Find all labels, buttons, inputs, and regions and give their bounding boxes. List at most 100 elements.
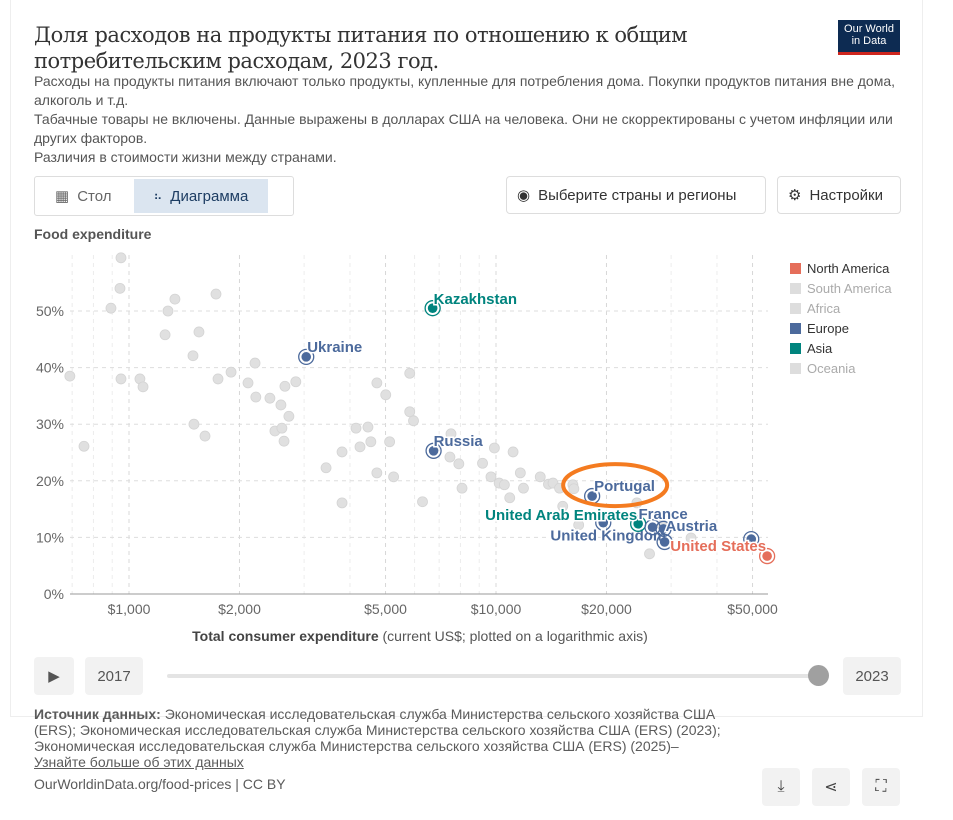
- data-point: [573, 519, 585, 531]
- data-point: [336, 446, 348, 458]
- highlighted-point-ring: [655, 520, 672, 538]
- highlighted-point: [633, 519, 643, 529]
- data-point: [514, 467, 526, 479]
- data-point: [169, 293, 181, 305]
- data-point: [350, 422, 362, 434]
- eye-icon: ◉: [517, 187, 531, 204]
- legend-item[interactable]: North America: [790, 258, 892, 278]
- data-point: [456, 482, 468, 494]
- gear-icon: ⚙: [788, 187, 802, 204]
- timeline: ▶ 2017 2023: [34, 657, 901, 695]
- data-point: [249, 357, 261, 369]
- owid-logo[interactable]: Our World in Data: [838, 20, 900, 55]
- legend-item[interactable]: Africa: [790, 298, 892, 318]
- timeline-handle[interactable]: [808, 665, 829, 686]
- select-countries-button[interactable]: ◉ Выберите страны и регионы: [506, 176, 766, 214]
- legend-item[interactable]: South America: [790, 278, 892, 298]
- highlighted-point: [598, 517, 609, 528]
- chart-card: [10, 0, 923, 717]
- y-axis-label: Food expenditure: [34, 226, 152, 242]
- x-axis-label-main: Total consumer expenditure: [192, 628, 379, 644]
- data-point: [498, 479, 510, 491]
- data-point: [388, 471, 400, 483]
- data-point: [320, 462, 332, 474]
- subtitle-line: Табачные товары не включены. Данные выра…: [34, 111, 893, 146]
- data-point: [408, 415, 419, 427]
- highlighted-point-ring: [743, 530, 760, 548]
- data-point: [444, 451, 456, 463]
- data-point: [380, 389, 392, 401]
- highlighted-point-ring: [425, 442, 442, 459]
- settings-button[interactable]: ⚙ Настройки: [777, 176, 901, 214]
- point-label: United Kingdom: [550, 528, 666, 545]
- timeline-track[interactable]: [167, 674, 811, 678]
- highlighted-point: [647, 522, 658, 533]
- fullscreen-icon: ⛶: [875, 778, 887, 795]
- data-point: [264, 392, 276, 404]
- data-point: [384, 436, 396, 448]
- data-point: [250, 391, 262, 403]
- chart-subtitle: Расходы на продукты питания включают тол…: [34, 72, 904, 167]
- legend-label: Asia: [807, 340, 833, 356]
- legend-swatch: [790, 362, 801, 374]
- data-point: [362, 421, 374, 433]
- legend-item[interactable]: Asia: [790, 338, 892, 358]
- data-point: [557, 500, 569, 512]
- data-point: [445, 428, 457, 440]
- data-point: [507, 446, 519, 458]
- timeline-start[interactable]: 2017: [85, 657, 143, 695]
- tab-chart[interactable]: ⠦ Диаграмма: [133, 179, 269, 213]
- data-point: [485, 471, 497, 483]
- data-point: [242, 377, 254, 389]
- x-axis-label: Total consumer expenditure (current US$;…: [0, 628, 840, 644]
- legend-label: Oceania: [807, 360, 856, 376]
- play-icon: ▶: [48, 668, 60, 685]
- legend-item[interactable]: Oceania: [790, 358, 892, 378]
- data-point: [199, 430, 211, 442]
- source-url[interactable]: OurWorldinData.org/food-prices | CC BY: [34, 776, 286, 792]
- download-button[interactable]: ⤓: [762, 768, 800, 806]
- data-point: [105, 302, 117, 314]
- highlighted-point: [659, 537, 670, 547]
- data-point: [568, 483, 580, 495]
- legend-item[interactable]: Europe: [790, 318, 892, 338]
- x-tick-label: $20,000: [581, 601, 632, 617]
- legend-label: Europe: [807, 320, 849, 336]
- data-point: [283, 410, 295, 422]
- highlighted-point-ring: [298, 348, 315, 365]
- download-icon: ⤓: [777, 778, 785, 795]
- chart-icon: ⠦: [153, 189, 163, 203]
- data-point: [279, 380, 291, 392]
- highlighted-point: [301, 352, 312, 362]
- tab-table[interactable]: ▦ Стол: [35, 177, 132, 215]
- highlighted-point: [746, 534, 757, 544]
- x-tick-label: $5,000: [364, 601, 407, 617]
- legend-swatch: [790, 282, 801, 294]
- data-point: [488, 442, 500, 454]
- data-point: [187, 350, 199, 362]
- x-tick-label: $10,000: [471, 601, 522, 617]
- data-point: [64, 370, 76, 382]
- data-point: [365, 436, 377, 448]
- subtitle-line: Расходы на продукты питания включают тол…: [34, 73, 895, 108]
- chart-title: Доля расходов на продукты питания по отн…: [34, 23, 688, 73]
- data-point: [404, 367, 416, 379]
- play-button[interactable]: ▶: [34, 657, 74, 695]
- y-tick-label: 20%: [36, 473, 64, 489]
- legend-swatch: [790, 262, 801, 274]
- data-point: [159, 329, 171, 341]
- button-label: Настройки: [809, 186, 884, 204]
- source-label: Источник данных:: [34, 706, 161, 722]
- highlighted-point-ring: [656, 533, 673, 551]
- timeline-end[interactable]: 2023: [843, 657, 901, 695]
- highlighted-point: [762, 551, 772, 561]
- fullscreen-button[interactable]: ⛶: [862, 768, 900, 806]
- y-tick-label: 0%: [44, 586, 64, 602]
- annotation-ellipse: [561, 462, 670, 509]
- learn-more-link[interactable]: Узнайте больше об этих данных: [34, 754, 244, 770]
- subtitle-line: Различия в стоимости жизни между странам…: [34, 149, 337, 165]
- share-button[interactable]: ⋖: [812, 768, 850, 806]
- legend-swatch: [790, 322, 801, 334]
- highlighted-point-ring: [424, 300, 441, 317]
